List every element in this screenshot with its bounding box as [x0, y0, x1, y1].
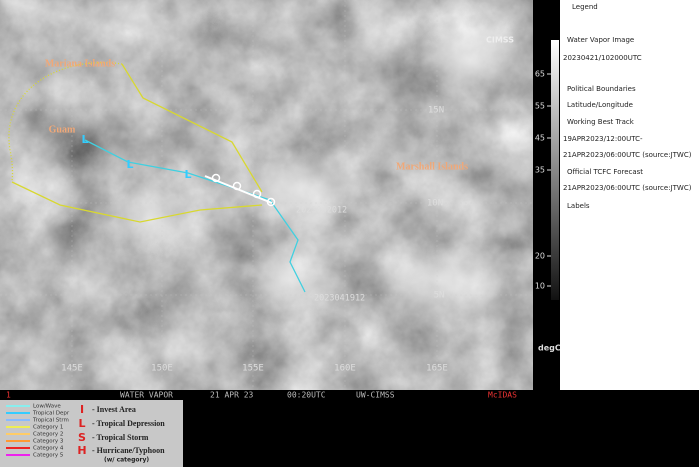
track-label: 2023042012 — [296, 206, 347, 216]
key-note: (w/ category) — [104, 457, 149, 464]
key-symbol-label: - Invest Area — [92, 405, 136, 414]
colorbar-label: 45 — [535, 134, 545, 143]
key-symbol: L — [78, 417, 85, 430]
colorbar-label: 35 — [535, 166, 545, 175]
legend-item: Latitude/Longitude — [567, 101, 633, 109]
key-symbol-label: - Tropical Storm — [92, 433, 149, 442]
place-label: Mariana Islands — [45, 58, 115, 69]
colorbar-label: 20 — [535, 252, 545, 261]
colorbar — [551, 40, 559, 300]
key-label: Low/Wave — [33, 404, 61, 410]
lat-label: 10N — [427, 199, 443, 209]
colorbar-label: 65 — [535, 70, 545, 79]
key-label: Category 4 — [33, 446, 64, 452]
legend-item: Labels — [567, 202, 590, 210]
lon-label: 165E — [426, 364, 448, 374]
colorbar-label: 10 — [535, 282, 545, 291]
forecast-points — [211, 173, 276, 207]
footer-right: McIDAS — [488, 391, 517, 400]
track-key — [0, 400, 183, 467]
forecast-cone — [8, 62, 263, 223]
legend-item: 21APR2023/06:00UTC (source:JTWC) — [563, 184, 692, 192]
key-label: Tropical Depr — [32, 411, 70, 417]
storm-symbol: L — [81, 133, 88, 146]
track-label: 2023041912 — [314, 294, 365, 304]
lat-label: 5N — [434, 291, 445, 301]
footer-time: 00:20UTC — [287, 391, 326, 400]
lon-label: 155E — [242, 364, 264, 374]
lon-label: 150E — [151, 364, 173, 374]
legend-item: Working Best Track — [567, 118, 635, 126]
key-symbol: H — [77, 444, 86, 457]
place-label: Guam — [49, 124, 76, 135]
cloud-cluster — [240, 240, 340, 320]
key-label: Tropical Strm — [32, 418, 69, 424]
storm-symbol: L — [126, 158, 133, 171]
footer-source: UW-CIMSS — [356, 391, 395, 400]
key-symbol-label: - Hurricane/Typhoon — [92, 446, 165, 455]
lon-label: 145E — [61, 364, 83, 374]
legend-panel — [560, 0, 699, 390]
lon-label: 160E — [334, 364, 356, 374]
legend-item: Official TCFC Forecast — [567, 168, 643, 176]
storm-symbol: L — [184, 168, 191, 181]
key-symbol: S — [78, 431, 86, 444]
legend-item: Political Boundaries — [567, 85, 636, 93]
colorbar-label: 55 — [535, 102, 545, 111]
legend-item: Water Vapor Image — [567, 36, 634, 44]
best-track — [84, 139, 306, 293]
key-symbol: I — [80, 403, 84, 416]
footer-product: WATER VAPOR — [120, 391, 173, 400]
key-label: Category 2 — [33, 432, 63, 438]
key-label: Category 5 — [33, 453, 64, 459]
key-label: Category 3 — [33, 439, 64, 445]
lat-label: 15N — [428, 106, 444, 116]
cloud-cluster — [410, 20, 530, 100]
legend-item: 20230421/102000UTC — [563, 54, 642, 62]
footer-frame: 1 — [6, 391, 11, 400]
key-symbol-label: - Tropical Depression — [92, 419, 165, 428]
logo: CIMSS — [486, 36, 514, 45]
key-label: Category 1 — [33, 425, 63, 431]
cloud-cluster — [370, 240, 510, 320]
colorbar-unit: degC — [538, 344, 561, 353]
legend-item: 21APR2023/06:00UTC (source:JTWC) — [563, 151, 692, 159]
place-label: Marshall Islands — [396, 161, 468, 172]
footer-date: 21 APR 23 — [210, 391, 254, 400]
legend-item: 19APR2023/12:00UTC- — [563, 135, 643, 143]
cloud-cluster — [240, 145, 360, 235]
legend-title: Legend — [572, 3, 598, 11]
